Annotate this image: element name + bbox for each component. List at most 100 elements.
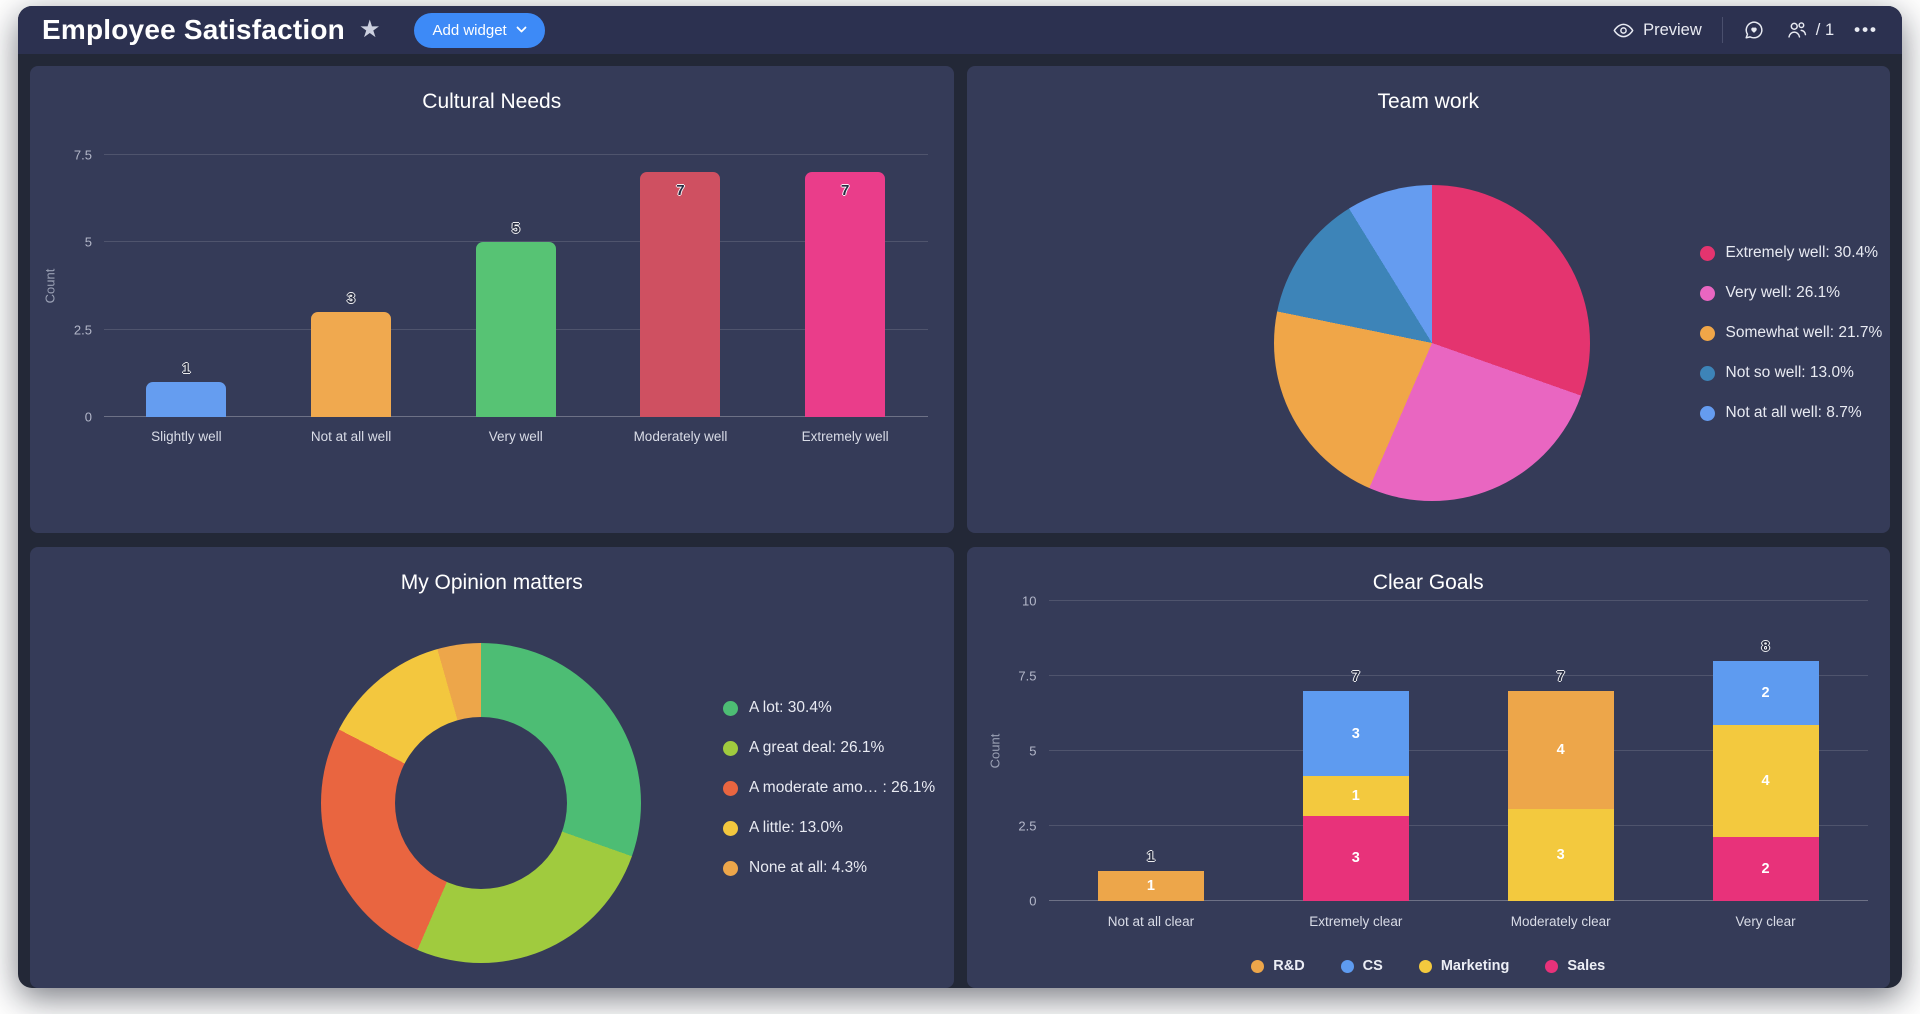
legend-item: Not so well: 13.0% (1699, 364, 1883, 382)
widget-my-opinion-matters: My Opinion matters A lot: 30.4% A great d… (30, 547, 954, 988)
legend-dot (723, 780, 738, 796)
legend-item: Very well: 26.1% (1699, 284, 1883, 302)
x-category-label: Not at all well (310, 429, 392, 444)
legend-dot (1699, 245, 1715, 261)
bar-value-label: 5 (511, 220, 520, 238)
x-category-label: Moderately clear (1510, 914, 1611, 929)
legend-dot (1340, 959, 1354, 973)
legend-item: A moderate amo… : 26.1% (723, 779, 935, 797)
pie-chart-team-work[interactable] (1273, 185, 1590, 501)
bar-slot: 1 (104, 155, 269, 417)
legend-item: A great deal: 26.1% (723, 739, 935, 757)
x-category-label: Not at all clear (1107, 914, 1195, 929)
segment-marketing[interactable]: 3 (1507, 808, 1614, 901)
legend-text: A lot: 30.4% (749, 699, 832, 716)
bar-extremely-well[interactable] (805, 172, 886, 417)
widget-title: Cultural Needs (422, 90, 562, 113)
legend-text: Somewhat well: 21.7% (1725, 324, 1883, 341)
y-tick-label: 7.5 (73, 147, 92, 163)
y-tick-label: 2.5 (1018, 818, 1037, 834)
widget-cultural-needs: Cultural Needs 0 2.5 5 7.5 Count 1 3 5 7 7 Slight… (30, 66, 954, 533)
y-tick-label: 2.5 (73, 322, 92, 338)
pie-legend: Extremely well: 30.4% Very well: 26.1% Som… (1699, 244, 1883, 444)
legend-item: A lot: 30.4% (723, 699, 935, 717)
members-button[interactable]: / 1 (1785, 19, 1834, 41)
y-tick-label: 5 (1029, 743, 1037, 759)
x-category-label: Slightly well (151, 429, 222, 444)
widget-title: Team work (1377, 90, 1480, 113)
add-widget-label: Add widget (432, 21, 507, 39)
preview-button[interactable]: Preview (1613, 20, 1702, 41)
stacked-bar-not-at-all-clear[interactable]: 1 (1097, 871, 1204, 901)
feedback-button[interactable] (1743, 19, 1765, 41)
legend-item: Extremely well: 30.4% (1699, 244, 1883, 262)
segment-r&d[interactable]: 1 (1097, 871, 1204, 901)
gridline (1048, 675, 1868, 676)
donut-chart-my-opinion-matters[interactable] (321, 643, 641, 963)
bar-value-label: 3 (346, 290, 356, 308)
legend-dot (1418, 959, 1432, 973)
bar-not-at-all-well[interactable] (311, 312, 392, 417)
header-divider (1721, 17, 1723, 43)
series-legend-item: Sales (1545, 958, 1605, 974)
legend-text: None at all: 4.3% (749, 859, 868, 876)
legend-dot (1251, 959, 1265, 973)
donut-legend: A lot: 30.4% A great deal: 26.1% A moderat… (723, 699, 935, 899)
bar-moderately-well[interactable] (640, 172, 721, 417)
legend-dot (723, 820, 738, 836)
x-category-label: Extremely well (801, 429, 889, 444)
more-options-icon[interactable]: ••• (1854, 20, 1878, 39)
stack-total-label: 7 (1556, 668, 1565, 685)
dashboard-window: Employee Satisfaction ★ Add widget Previ… (18, 6, 1902, 988)
widget-title: Clear Goals (1372, 571, 1484, 594)
segment-cs[interactable]: 2 (1712, 661, 1819, 725)
stack-total-label: 7 (1351, 668, 1360, 685)
bar-slot: 7 (763, 155, 928, 417)
bar-very-well[interactable] (475, 242, 556, 417)
y-tick-label: 5 (84, 234, 92, 250)
chat-heart-icon (1745, 21, 1763, 39)
stack-total-label: 1 (1146, 848, 1156, 865)
stack-total-label: 8 (1761, 638, 1770, 655)
page-title: Employee Satisfaction (42, 14, 345, 45)
legend-dot (1699, 365, 1715, 381)
legend-dot (723, 860, 738, 876)
segment-sales[interactable]: 2 (1712, 837, 1819, 901)
gridline (1048, 600, 1868, 601)
bar-chart-cultural-needs: 0 2.5 5 7.5 Count 1 3 5 7 7 (43, 148, 928, 425)
legend-dot (1545, 959, 1559, 973)
series-legend-item: R&D (1251, 958, 1305, 974)
segment-marketing[interactable]: 1 (1302, 776, 1409, 816)
bar-slot: 5 (433, 155, 598, 417)
people-icon (1788, 22, 1806, 38)
segment-r&d[interactable]: 4 (1507, 691, 1614, 809)
widgets-grid: Cultural Needs 0 2.5 5 7.5 Count 1 3 5 7 7 Slight… (30, 54, 1890, 988)
legend-dot (1699, 285, 1715, 301)
y-tick-label: 7.5 (1018, 668, 1037, 684)
favorite-star-icon[interactable]: ★ (358, 16, 381, 43)
donut-hole (395, 717, 567, 889)
legend-text: Sales (1567, 958, 1606, 974)
segment-cs[interactable]: 3 (1302, 691, 1409, 777)
segment-sales[interactable]: 3 (1302, 815, 1409, 901)
bar-slot: 3 (269, 155, 434, 417)
legend-text: Marketing (1440, 958, 1510, 974)
bar-slightly-well[interactable] (146, 382, 227, 417)
legend-text: R&D (1273, 958, 1305, 974)
bar-slots: 1 3 5 7 7 (104, 155, 928, 417)
segment-marketing[interactable]: 4 (1712, 725, 1819, 837)
preview-label: Preview (1643, 20, 1702, 39)
stacked-bar-chart-clear-goals: 0 2.5 5 7.5 10 Count 1 1 3 1 3 7 4 3 7 2 4 2 8 (987, 594, 1868, 909)
dashboard-header: Employee Satisfaction ★ Add widget Previ… (18, 6, 1902, 54)
legend-item: A little: 13.0% (723, 819, 935, 837)
legend-item: Somewhat well: 21.7% (1699, 324, 1883, 342)
y-tick-label: 0 (84, 409, 92, 425)
add-widget-button[interactable]: Add widget (414, 12, 545, 48)
gridline (1048, 900, 1868, 901)
x-category-label: Very well (488, 429, 543, 444)
gridline (1048, 825, 1868, 826)
